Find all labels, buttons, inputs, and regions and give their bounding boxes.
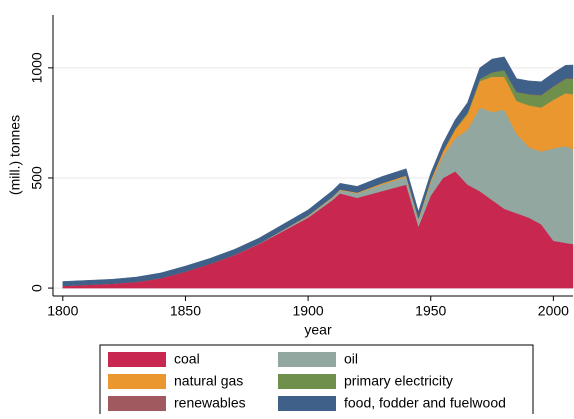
area — [62, 56, 574, 287]
legend-swatch — [108, 396, 166, 411]
y-tick-label: 500 — [29, 166, 45, 190]
legend-label: coal — [174, 351, 200, 367]
legend-swatch — [278, 352, 336, 367]
y-axis-label: (mill.) tonnes — [7, 115, 23, 195]
legend-label: food, fodder and fuelwood — [344, 395, 506, 411]
x-tick-label: 1950 — [415, 303, 446, 319]
x-tick-label: 1900 — [293, 303, 324, 319]
y-tick-label: 1000 — [29, 52, 45, 83]
legend-swatch — [278, 396, 336, 411]
x-tick-label: 2000 — [538, 303, 569, 319]
legend-label: natural gas — [174, 373, 243, 389]
legend-swatch — [278, 374, 336, 389]
legend-label: primary electricity — [344, 373, 453, 389]
legend-swatch — [108, 374, 166, 389]
legend-swatch — [108, 352, 166, 367]
legend-label: oil — [344, 351, 358, 367]
x-tick-label: 1850 — [170, 303, 201, 319]
y-tick-label: 0 — [29, 284, 45, 292]
x-axis-label: year — [304, 322, 332, 338]
x-tick-label: 1800 — [47, 303, 78, 319]
legend-label: renewables — [174, 395, 246, 411]
